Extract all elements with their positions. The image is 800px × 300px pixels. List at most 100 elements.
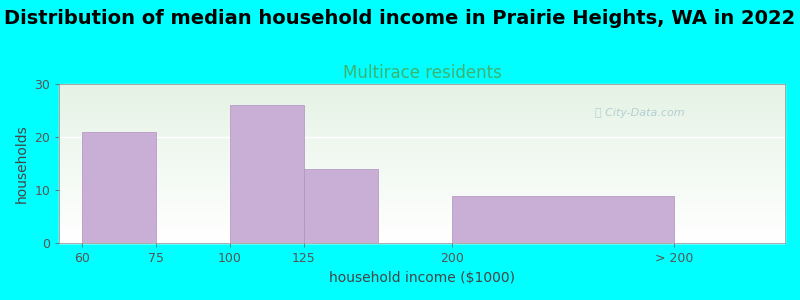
Bar: [59, 138, 785, 139]
Bar: [59, 106, 785, 107]
Bar: [59, 188, 785, 189]
Bar: [59, 101, 785, 102]
Bar: [59, 109, 785, 110]
Bar: [59, 183, 785, 184]
Bar: [59, 125, 785, 126]
Bar: [59, 227, 785, 228]
Bar: [59, 124, 785, 125]
Bar: [59, 172, 785, 173]
Bar: [59, 176, 785, 177]
Bar: [59, 195, 785, 196]
Bar: [59, 206, 785, 207]
Bar: [59, 216, 785, 217]
Bar: [59, 88, 785, 89]
Bar: [59, 122, 785, 123]
Bar: [59, 112, 785, 113]
Bar: [59, 110, 785, 111]
Bar: [59, 205, 785, 206]
Bar: [59, 207, 785, 208]
Bar: [59, 114, 785, 115]
Bar: [59, 210, 785, 211]
Bar: [59, 102, 785, 103]
Bar: [59, 89, 785, 90]
Bar: [59, 145, 785, 146]
Bar: [59, 181, 785, 182]
Bar: [59, 185, 785, 186]
Bar: [59, 108, 785, 109]
Bar: [59, 212, 785, 213]
Bar: [59, 242, 785, 243]
Bar: [59, 215, 785, 216]
Bar: [59, 240, 785, 241]
Bar: [59, 239, 785, 240]
Bar: [59, 117, 785, 118]
Bar: [59, 152, 785, 153]
Bar: [59, 99, 785, 100]
Bar: [59, 235, 785, 236]
Bar: [59, 126, 785, 127]
Bar: [59, 186, 785, 187]
Bar: [304, 169, 378, 243]
Bar: [59, 170, 785, 171]
Bar: [59, 238, 785, 239]
Bar: [59, 127, 785, 128]
Bar: [59, 224, 785, 225]
Bar: [59, 115, 785, 116]
Bar: [59, 149, 785, 150]
Bar: [59, 179, 785, 180]
Bar: [59, 233, 785, 234]
Bar: [59, 174, 785, 175]
Bar: [59, 236, 785, 237]
Bar: [59, 144, 785, 145]
Bar: [59, 226, 785, 227]
Bar: [59, 213, 785, 214]
Bar: [59, 187, 785, 188]
Bar: [59, 123, 785, 124]
Bar: [59, 194, 785, 195]
Bar: [82, 132, 156, 243]
Bar: [59, 113, 785, 114]
Bar: [59, 209, 785, 210]
Bar: [59, 199, 785, 200]
Bar: [59, 208, 785, 209]
Bar: [59, 155, 785, 156]
Bar: [59, 166, 785, 167]
Bar: [59, 222, 785, 223]
Bar: [59, 204, 785, 205]
Bar: [59, 98, 785, 99]
Bar: [59, 154, 785, 155]
Bar: [59, 147, 785, 148]
Bar: [59, 116, 785, 117]
Bar: [59, 164, 785, 165]
Bar: [59, 230, 785, 231]
Bar: [59, 163, 785, 164]
Bar: [59, 162, 785, 163]
Bar: [59, 241, 785, 242]
Bar: [59, 91, 785, 92]
Bar: [59, 95, 785, 96]
Bar: [59, 130, 785, 131]
Bar: [59, 134, 785, 135]
Bar: [59, 169, 785, 170]
Bar: [59, 197, 785, 198]
Bar: [59, 146, 785, 147]
Bar: [230, 105, 304, 243]
Bar: [59, 231, 785, 232]
Bar: [59, 119, 785, 120]
Bar: [59, 203, 785, 204]
Bar: [59, 214, 785, 215]
Bar: [59, 140, 785, 141]
Bar: [59, 96, 785, 97]
Bar: [59, 192, 785, 193]
Bar: [59, 180, 785, 181]
Bar: [59, 135, 785, 136]
Bar: [59, 90, 785, 91]
Bar: [59, 228, 785, 229]
Bar: [59, 97, 785, 98]
Bar: [59, 200, 785, 201]
Bar: [59, 128, 785, 129]
Bar: [59, 156, 785, 157]
Bar: [59, 225, 785, 226]
Bar: [59, 139, 785, 140]
Bar: [59, 173, 785, 174]
